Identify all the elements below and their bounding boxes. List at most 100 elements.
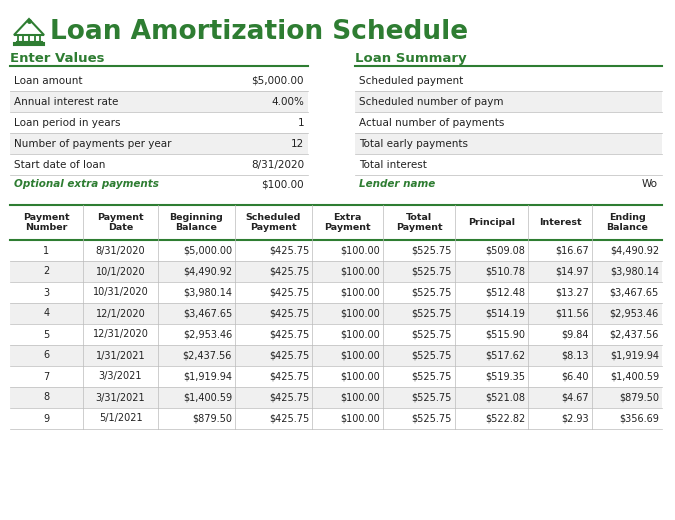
Text: 3: 3: [43, 288, 49, 297]
Bar: [355, 154, 662, 175]
Bar: [10, 240, 662, 261]
Text: $3,980.14: $3,980.14: [183, 288, 232, 297]
Text: 6: 6: [43, 350, 49, 360]
Bar: [10, 366, 662, 387]
Text: Principal: Principal: [468, 218, 515, 227]
Text: 10/1/2020: 10/1/2020: [96, 266, 145, 277]
Text: $517.62: $517.62: [485, 350, 525, 360]
Text: 12: 12: [291, 138, 304, 149]
Text: 4.00%: 4.00%: [271, 97, 304, 107]
Text: $425.75: $425.75: [269, 350, 309, 360]
Text: $1,400.59: $1,400.59: [183, 393, 232, 402]
Text: $525.75: $525.75: [412, 371, 452, 382]
Text: 8/31/2020: 8/31/2020: [251, 160, 304, 170]
Bar: [355, 91, 662, 112]
Text: Lender name: Lender name: [359, 179, 435, 189]
Text: 8: 8: [43, 393, 49, 402]
Bar: [355, 112, 662, 133]
Text: $13.27: $13.27: [555, 288, 589, 297]
Text: 9: 9: [43, 413, 49, 423]
Text: Start date of loan: Start date of loan: [14, 160, 105, 170]
Text: $4.67: $4.67: [562, 393, 589, 402]
Text: Total interest: Total interest: [359, 160, 427, 170]
Text: $100.00: $100.00: [340, 371, 380, 382]
Text: Beginning
Balance: Beginning Balance: [169, 213, 223, 232]
Text: $425.75: $425.75: [269, 288, 309, 297]
Bar: [355, 70, 662, 91]
Text: 1: 1: [43, 245, 49, 255]
Text: $525.75: $525.75: [412, 308, 452, 318]
Text: $515.90: $515.90: [485, 330, 525, 340]
Text: Scheduled number of paym: Scheduled number of paym: [359, 97, 504, 107]
Text: $100.00: $100.00: [340, 413, 380, 423]
Bar: [10, 303, 662, 324]
Text: Ending
Balance: Ending Balance: [606, 213, 648, 232]
Text: $100.00: $100.00: [340, 266, 380, 277]
Text: $100.00: $100.00: [340, 350, 380, 360]
Text: $425.75: $425.75: [269, 245, 309, 255]
Text: 3/3/2021: 3/3/2021: [99, 371, 142, 382]
Text: $525.75: $525.75: [412, 266, 452, 277]
Text: 1/31/2021: 1/31/2021: [96, 350, 145, 360]
Text: $525.75: $525.75: [412, 288, 452, 297]
Text: $522.82: $522.82: [485, 413, 525, 423]
Bar: [10, 261, 662, 282]
Text: $525.75: $525.75: [412, 393, 452, 402]
Text: $2,953.46: $2,953.46: [610, 308, 659, 318]
Text: Total
Payment: Total Payment: [396, 213, 442, 232]
Bar: [355, 133, 662, 154]
Text: $425.75: $425.75: [269, 393, 309, 402]
Bar: [10, 91, 308, 112]
Text: $425.75: $425.75: [269, 308, 309, 318]
Text: $1,919.94: $1,919.94: [610, 350, 659, 360]
Text: Total early payments: Total early payments: [359, 138, 468, 149]
Bar: [10, 70, 308, 91]
Text: $2,437.56: $2,437.56: [183, 350, 232, 360]
Text: 12/31/2020: 12/31/2020: [92, 330, 148, 340]
Text: 5/1/2021: 5/1/2021: [99, 413, 142, 423]
Text: $2,437.56: $2,437.56: [610, 330, 659, 340]
Text: $879.50: $879.50: [619, 393, 659, 402]
Bar: [10, 133, 308, 154]
Text: $510.78: $510.78: [485, 266, 525, 277]
Text: $2.93: $2.93: [562, 413, 589, 423]
Text: $9.84: $9.84: [562, 330, 589, 340]
Text: Loan amount: Loan amount: [14, 75, 82, 85]
Text: 10/31/2020: 10/31/2020: [92, 288, 148, 297]
Text: Scheduled
Payment: Scheduled Payment: [246, 213, 301, 232]
Text: $1,919.94: $1,919.94: [183, 371, 232, 382]
Bar: [10, 112, 308, 133]
Text: 4: 4: [43, 308, 49, 318]
Text: $1,400.59: $1,400.59: [610, 371, 659, 382]
Text: $100.00: $100.00: [340, 288, 380, 297]
Text: Wo: Wo: [642, 179, 658, 189]
Text: 12/1/2020: 12/1/2020: [96, 308, 145, 318]
Text: $3,467.65: $3,467.65: [610, 288, 659, 297]
Text: $100.00: $100.00: [340, 393, 380, 402]
Text: Annual interest rate: Annual interest rate: [14, 97, 118, 107]
Text: Interest: Interest: [539, 218, 581, 227]
Text: Extra
Payment: Extra Payment: [324, 213, 371, 232]
Text: $8.13: $8.13: [562, 350, 589, 360]
Text: Loan Summary: Loan Summary: [355, 51, 466, 64]
Text: $525.75: $525.75: [412, 330, 452, 340]
Text: Number of payments per year: Number of payments per year: [14, 138, 171, 149]
Text: 8/31/2020: 8/31/2020: [96, 245, 145, 255]
Text: $3,980.14: $3,980.14: [610, 266, 659, 277]
Bar: [10, 408, 662, 429]
Text: Enter Values: Enter Values: [10, 51, 105, 64]
Text: $525.75: $525.75: [412, 245, 452, 255]
Bar: [10, 282, 662, 303]
Text: $356.69: $356.69: [619, 413, 659, 423]
Bar: [10, 345, 662, 366]
Text: $4,490.92: $4,490.92: [610, 245, 659, 255]
Text: $16.67: $16.67: [556, 245, 589, 255]
Text: $425.75: $425.75: [269, 371, 309, 382]
Text: Loan Amortization Schedule: Loan Amortization Schedule: [50, 19, 468, 45]
Text: 5: 5: [43, 330, 50, 340]
Text: $509.08: $509.08: [485, 245, 525, 255]
Text: $11.56: $11.56: [556, 308, 589, 318]
Text: $2,953.46: $2,953.46: [183, 330, 232, 340]
Text: Loan period in years: Loan period in years: [14, 118, 121, 127]
Text: Payment
Number: Payment Number: [23, 213, 70, 232]
